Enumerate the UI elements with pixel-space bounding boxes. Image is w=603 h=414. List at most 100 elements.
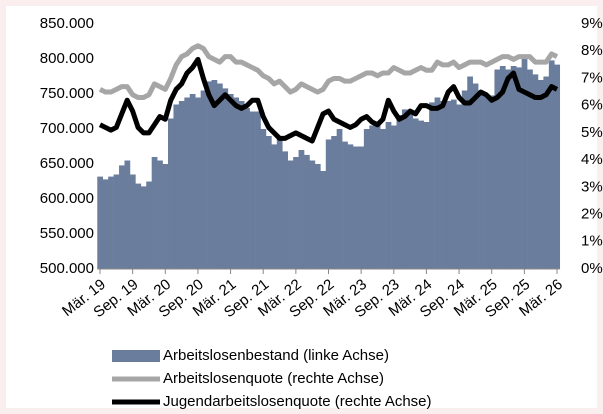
bar	[200, 90, 207, 269]
bar	[391, 125, 397, 269]
bar	[184, 97, 191, 269]
bar	[222, 88, 229, 270]
bar	[238, 101, 245, 269]
bar	[255, 111, 261, 269]
bar	[543, 76, 550, 269]
y-tick-label: 650.000	[40, 155, 94, 172]
bar	[505, 69, 512, 269]
y2-tick-label: 1%	[581, 233, 603, 250]
bar	[418, 120, 425, 269]
y-tick-label: 850.000	[40, 15, 94, 32]
bar	[178, 101, 185, 269]
y2-tick-label: 2%	[581, 206, 603, 223]
legend-swatch	[112, 350, 160, 362]
bar	[129, 174, 136, 269]
bar	[249, 111, 256, 269]
y2-tick-label: 8%	[581, 42, 603, 59]
bar	[434, 97, 441, 269]
y2-tick-label: 7%	[581, 69, 603, 86]
bar	[380, 129, 386, 269]
bar	[521, 55, 528, 269]
legend-label: Jugendarbeitslosenquote (rechte Achse)	[163, 393, 432, 410]
legend-label: Arbeitslosenquote (rechte Achse)	[163, 370, 384, 387]
bar	[510, 66, 517, 269]
bar	[206, 81, 212, 270]
bar	[423, 122, 430, 269]
bar	[347, 144, 354, 269]
bar	[113, 174, 120, 269]
bar	[352, 146, 359, 269]
bar	[445, 101, 452, 269]
bar	[467, 76, 473, 269]
bar	[456, 104, 463, 269]
bar	[527, 69, 533, 269]
bar	[276, 136, 283, 269]
bar	[374, 125, 381, 269]
bar	[358, 146, 365, 269]
bar	[157, 160, 163, 269]
bar	[478, 90, 484, 269]
bar	[532, 74, 539, 270]
bar	[309, 160, 316, 269]
y2-tick-label: 6%	[581, 97, 603, 114]
bar	[124, 160, 131, 269]
bar	[336, 129, 343, 269]
bar	[304, 154, 310, 269]
bar	[168, 118, 174, 269]
bar	[369, 125, 376, 269]
bar	[173, 104, 180, 269]
bar	[494, 69, 501, 269]
bar	[260, 129, 267, 269]
legend-label: Arbeitslosenbestand (linke Achse)	[163, 347, 389, 364]
bar	[271, 144, 278, 269]
bar	[450, 99, 457, 269]
bar	[548, 60, 555, 270]
bar	[244, 108, 250, 269]
bar	[233, 97, 240, 269]
y2-tick-label: 4%	[581, 151, 603, 168]
y-tick-label: 550.000	[40, 225, 94, 242]
bar	[189, 94, 196, 269]
bar	[287, 160, 294, 269]
y-tick-label: 800.000	[40, 50, 94, 67]
bar	[146, 181, 152, 269]
bar	[265, 136, 272, 269]
bar	[102, 179, 109, 269]
bar	[314, 164, 321, 269]
bar	[227, 94, 234, 269]
y-tick-label: 600.000	[40, 190, 94, 207]
bar	[140, 186, 147, 269]
bar	[298, 150, 305, 269]
y2-tick-label: 5%	[581, 124, 603, 141]
bar	[342, 141, 348, 269]
bar	[499, 66, 506, 269]
bar	[472, 83, 479, 269]
bar	[429, 102, 435, 270]
bar	[461, 90, 468, 269]
bar	[108, 176, 114, 269]
bar	[97, 176, 104, 269]
bar	[195, 97, 201, 269]
bar	[320, 171, 327, 269]
y2-tick-label: 3%	[581, 178, 603, 195]
bar	[325, 139, 332, 269]
bar	[282, 151, 288, 269]
bar	[440, 101, 446, 269]
line-series	[98, 43, 559, 100]
bar	[407, 111, 414, 269]
bar	[537, 80, 544, 269]
y2-tick-label: 0%	[581, 260, 603, 277]
bar	[162, 164, 169, 269]
bar	[119, 165, 125, 269]
bar	[483, 94, 490, 269]
y-tick-label: 500.000	[40, 260, 94, 277]
y2-tick-label: 9%	[581, 15, 603, 32]
bar	[516, 67, 522, 270]
bar	[396, 115, 403, 269]
bar	[331, 136, 337, 269]
bar	[488, 95, 495, 270]
line-series	[98, 56, 559, 144]
bar	[363, 129, 370, 269]
bar	[211, 80, 218, 269]
